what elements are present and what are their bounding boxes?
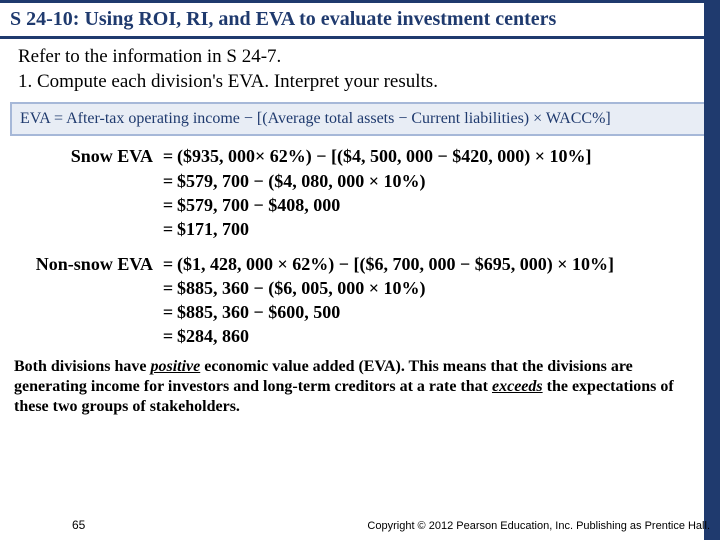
equals-sign: = (159, 217, 177, 241)
nonsnow-label: Non-snow EVA (8, 252, 159, 276)
snow-eva-block: Snow EVA = ($935, 000× 62%) − [($4, 500,… (0, 142, 720, 243)
snow-line-3: $579, 700 − $408, 000 (177, 193, 720, 217)
nonsnow-line-4: $284, 860 (177, 324, 720, 348)
nonsnow-line-2: $885, 360 − ($6, 005, 000 × 10%) (177, 276, 720, 300)
intro-line-1: Refer to the information in S 24-7. (18, 45, 702, 70)
emphasis-exceeds: exceeds (492, 378, 543, 395)
conclusion-part-a: Both divisions have (14, 358, 150, 375)
snow-line-4: $171, 700 (177, 217, 720, 241)
right-accent-strip (704, 0, 720, 540)
conclusion-text: Both divisions have positive economic va… (0, 351, 720, 417)
intro-line-2: 1. Compute each division's EVA. Interpre… (18, 70, 702, 95)
snow-line-1: ($935, 000× 62%) − [($4, 500, 000 − $420… (177, 144, 720, 168)
snow-line-2: $579, 700 − ($4, 080, 000 × 10%) (177, 169, 720, 193)
slide-title: S 24-10: Using ROI, RI, and EVA to evalu… (0, 0, 720, 39)
equals-sign: = (159, 324, 177, 348)
equals-sign: = (159, 252, 177, 276)
eva-formula-box: EVA = After-tax operating income − [(Ave… (10, 102, 710, 136)
equals-sign: = (159, 300, 177, 324)
snow-label: Snow EVA (8, 144, 159, 168)
equals-sign: = (159, 193, 177, 217)
nonsnow-line-3: $885, 360 − $600, 500 (177, 300, 720, 324)
equals-sign: = (159, 276, 177, 300)
copyright-text: Copyright © 2012 Pearson Education, Inc.… (367, 520, 710, 532)
equals-sign: = (159, 169, 177, 193)
page-number: 65 (72, 518, 85, 532)
equals-sign: = (159, 144, 177, 168)
nonsnow-line-1: ($1, 428, 000 × 62%) − [($6, 700, 000 − … (177, 252, 720, 276)
nonsnow-eva-block: Non-snow EVA = ($1, 428, 000 × 62%) − [(… (0, 250, 720, 351)
emphasis-positive: positive (150, 358, 200, 375)
intro-text: Refer to the information in S 24-7. 1. C… (0, 39, 720, 96)
